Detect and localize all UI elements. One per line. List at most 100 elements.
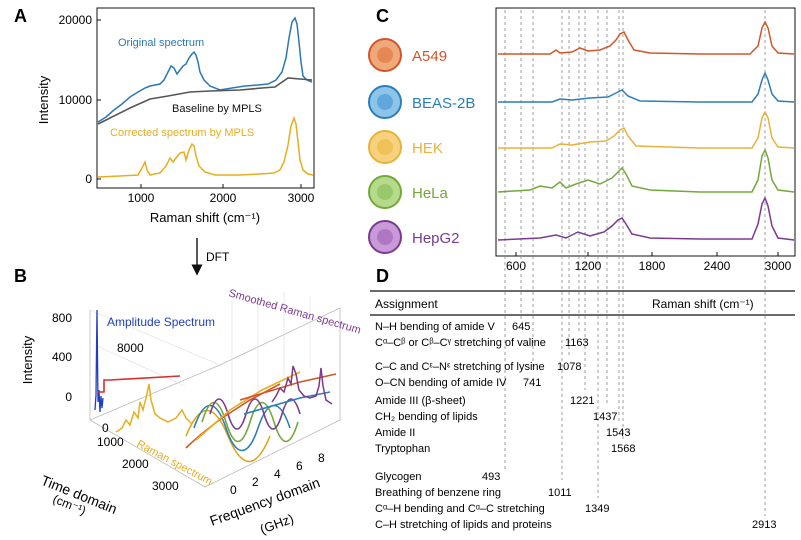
- row-value: 1437: [593, 411, 617, 423]
- original-spectrum-line: [97, 16, 313, 123]
- row-value: 1349: [585, 503, 609, 515]
- cell-row-hek: HEK: [368, 130, 443, 164]
- row-value: 1543: [606, 427, 630, 439]
- corrected-spectrum-line: [97, 115, 314, 178]
- sinusoid-curve: [243, 391, 331, 415]
- frequency-domain-unit: (GHz): [258, 511, 296, 537]
- label-original-spectrum: Original spectrum: [118, 37, 204, 49]
- panel-label-c: C: [376, 6, 389, 26]
- cell-label-a549: A549: [412, 48, 447, 65]
- panel-a: Intensity 20000 10000 0 1000 2000 3000 R…: [36, 7, 315, 225]
- panel-c-frame: [495, 7, 796, 257]
- sinusoid-curve: [195, 371, 301, 441]
- inner-tick-0: 0: [102, 421, 109, 435]
- panel-b-grid-line: [96, 345, 186, 387]
- row-value: 741: [523, 377, 541, 389]
- sinusoid-curve: [201, 401, 299, 443]
- panel-label-d: D: [376, 266, 389, 286]
- dft-label: DFT: [206, 250, 230, 264]
- panel-b-box-edge: [204, 308, 341, 488]
- panel-b-grid-line: [89, 309, 221, 366]
- panel-c-xtick-1800: 1800: [639, 259, 666, 273]
- row-value: 645: [512, 321, 530, 333]
- amplitude-spectrum-line: [94, 309, 104, 413]
- panel-c-xtick-1200: 1200: [575, 259, 602, 273]
- header-raman-shift: Raman shift (cm⁻¹): [652, 297, 754, 311]
- label-corrected-spectrum: Corrected spectrum by MPLS: [110, 127, 254, 139]
- panel-b-ytick-800: 800: [52, 311, 72, 325]
- time-tick-3000: 3000: [152, 479, 179, 493]
- panel-a-xlabel: Raman shift (cm⁻¹): [150, 210, 260, 225]
- row-text: Breathing of benzene ring: [375, 487, 501, 499]
- label-baseline: Baseline by MPLS: [172, 103, 262, 115]
- row-text: Cᵅ–H bending and Cᵅ–C stretching: [375, 503, 545, 515]
- freq-tick-8: 8: [318, 451, 325, 465]
- inner-tick-8000: 8000: [117, 341, 144, 355]
- panel-d: Assignment Raman shift (cm⁻¹) N–H bendin…: [370, 290, 795, 531]
- cell-label-hepg2: HepG2: [412, 230, 460, 247]
- baseline-line: [97, 77, 313, 125]
- panel-a-ytick-0: 0: [85, 172, 92, 186]
- panel-c-xtick-600: 600: [506, 259, 526, 273]
- cell-row-hepg2: HepG2: [368, 220, 460, 254]
- filtered-amplitude-line: [98, 375, 181, 393]
- panel-a-xtick-2000: 2000: [210, 191, 237, 205]
- sinusoid-curve: [209, 398, 301, 430]
- row-value: 2913: [752, 519, 776, 531]
- row-value: 1221: [570, 395, 594, 407]
- sinusoid-curve: [239, 373, 337, 401]
- raman-spectrum-line: [115, 383, 193, 433]
- header-assignment: Assignment: [375, 297, 438, 311]
- freq-tick-2: 2: [252, 475, 259, 489]
- panel-b: Intensity 800 400 0 Amplitude Spectrum 8…: [20, 287, 362, 536]
- row-text: Amide III (β-sheet): [375, 395, 466, 407]
- cell-nucleus-icon: [377, 139, 393, 155]
- cell-label-hek: HEK: [412, 140, 443, 157]
- cell-nucleus-icon: [377, 184, 393, 200]
- row-text: O–CN bending of amide IV: [375, 377, 507, 389]
- row-value: 1163: [565, 337, 589, 349]
- panel-a-ytick-10000: 10000: [59, 93, 93, 107]
- cell-nucleus-icon: [377, 47, 393, 63]
- panel-a-xtick-3000: 3000: [288, 191, 315, 205]
- cell-row-hela: HeLa: [368, 175, 449, 209]
- row-text: Amide II: [375, 427, 415, 439]
- row-text: CH₂ bending of lipids: [375, 411, 478, 423]
- panel-b-ytick-400: 400: [52, 350, 72, 364]
- spectrum-hek: [498, 110, 795, 149]
- row-text: C–H stretching of lipids and proteins: [375, 519, 552, 531]
- spectrum-a549: [498, 20, 795, 55]
- panel-a-ytick-20000: 20000: [59, 13, 93, 27]
- cell-row-a549: A549: [368, 38, 447, 72]
- freq-tick-0: 0: [230, 483, 237, 497]
- row-text: Glycogen: [375, 471, 421, 483]
- row-value: 1011: [548, 487, 572, 499]
- row-text: C–C and Cᵋ–Nᵋ stretching of lysine: [375, 361, 545, 373]
- row-value: 493: [482, 471, 500, 483]
- row-text: N–H bending of amide V: [375, 321, 496, 333]
- cell-label-beas-2b: BEAS-2B: [412, 95, 475, 112]
- row-text: Cᵅ–Cᵝ or Cᵝ–Cᵞ stretching of valine: [375, 337, 546, 349]
- freq-tick-6: 6: [296, 459, 303, 473]
- cell-nucleus-icon: [377, 229, 393, 245]
- spectrum-hela: [497, 148, 795, 193]
- spectrum-hepg2: [497, 196, 795, 241]
- panel-label-a: A: [14, 6, 27, 26]
- panel-a-ylabel: Intensity: [36, 75, 51, 124]
- cell-nucleus-icon: [377, 94, 393, 110]
- sinusoid-curve: [185, 409, 271, 463]
- amplitude-spectrum-label: Amplitude Spectrum: [107, 315, 215, 329]
- panel-c: 600 1200 1800 2400 3000: [368, 7, 796, 516]
- cell-row-beas-2b: BEAS-2B: [368, 85, 475, 119]
- panel-c-xtick-2400: 2400: [704, 259, 731, 273]
- row-text: Tryptophan: [375, 443, 430, 455]
- panel-b-ytick-0: 0: [65, 390, 72, 404]
- panel-a-frame: [96, 7, 315, 189]
- spectrum-beas-2b: [498, 71, 795, 103]
- time-tick-2000: 2000: [122, 457, 149, 471]
- panel-c-xtick-3000: 3000: [765, 259, 792, 273]
- panel-label-b: B: [14, 266, 27, 286]
- cell-label-hela: HeLa: [412, 185, 449, 202]
- time-tick-1000: 1000: [97, 435, 124, 449]
